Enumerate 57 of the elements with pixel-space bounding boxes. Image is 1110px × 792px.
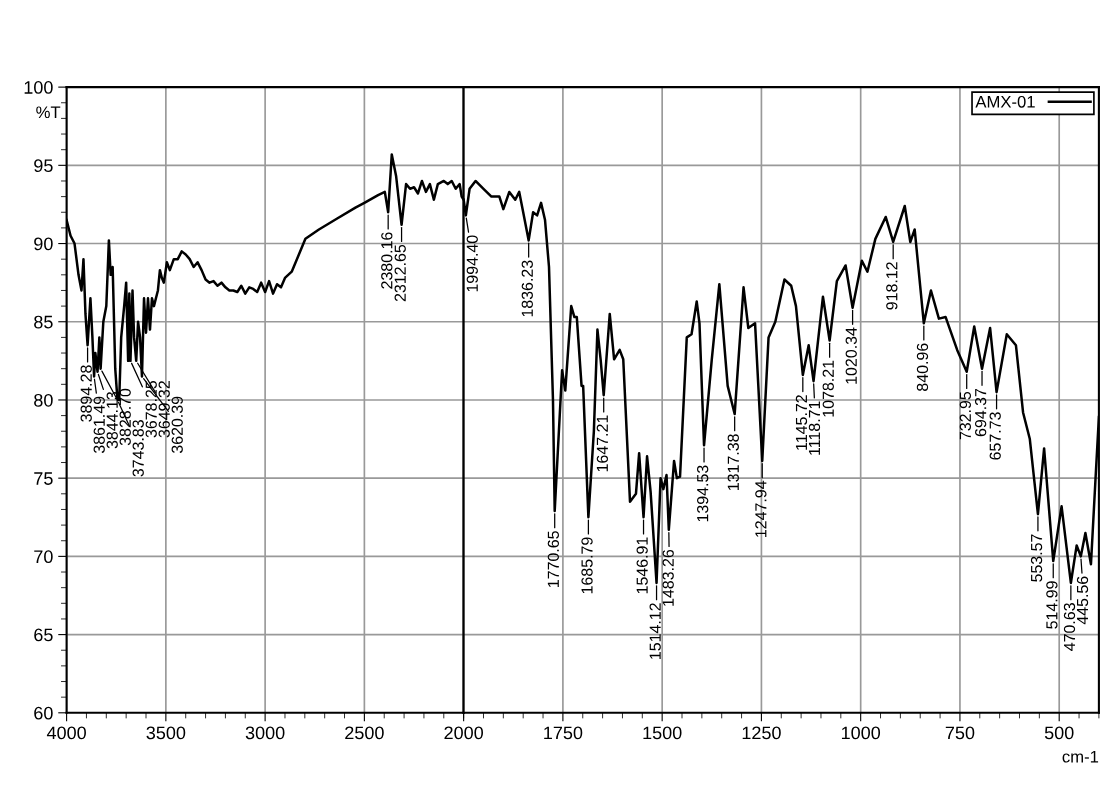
annotation: 553.57 [1030, 534, 1043, 582]
annotation: 1994.40 [466, 235, 478, 292]
annotation: 1145.72 [795, 395, 808, 450]
annotation: 1685.79 [581, 537, 593, 594]
x-tick-label: 500 [1044, 726, 1074, 740]
y-tick-label: 60 [34, 706, 53, 720]
annotation: 1483.26 [662, 549, 674, 606]
x-tick-label: 1500 [643, 726, 682, 740]
y-tick-label: 75 [34, 472, 53, 485]
x-tick-label: 1750 [544, 726, 583, 740]
annotation: 514.99 [1046, 581, 1058, 629]
annotation: 1836.23 [521, 260, 533, 317]
annotation: 1394.53 [697, 465, 709, 522]
x-tick-label: 4000 [46, 726, 86, 740]
x-tick-label: 1000 [841, 726, 881, 740]
annotation: 3861.49 [93, 396, 105, 454]
y-tick-label: 90 [34, 237, 53, 251]
annotation: 1647.21 [596, 415, 608, 472]
annotation: 1317.38 [727, 434, 739, 490]
x-axis-title: cm-1 [1062, 750, 1099, 763]
annotation: 918.12 [886, 262, 898, 310]
annotation: 732.95 [959, 391, 971, 440]
y-tick-label: 100 [24, 81, 53, 94]
annotation: 3620.39 [171, 396, 183, 454]
y-tick-label: 85 [34, 315, 53, 329]
annotation: 2380.16 [381, 232, 393, 289]
annotation: 3894.28 [80, 365, 92, 422]
y-tick-label: 65 [34, 628, 53, 642]
annotation: 3828.70 [119, 388, 131, 446]
annotation: 445.56 [1076, 576, 1089, 625]
y-tick-label: 80 [34, 393, 53, 407]
annotation: 3649.32 [158, 381, 170, 438]
annotation: 1770.65 [547, 531, 559, 587]
annotation: 657.73 [989, 412, 1001, 460]
y-tick-label: 95 [34, 159, 53, 173]
y-tick-label: 70 [34, 550, 53, 564]
y-axis-title: %T [36, 106, 61, 119]
annotation: 1514.12 [649, 603, 661, 659]
annotation: 3844.13 [106, 391, 118, 449]
annotation: 1078.21 [822, 360, 834, 417]
annotation: 694.37 [975, 388, 987, 437]
annotation: 1118.71 [808, 401, 821, 455]
annotation: 1020.34 [845, 327, 857, 384]
legend-label: AMX-01 [975, 95, 1035, 108]
x-tick-label: 1250 [742, 726, 781, 740]
annotation: 1546.91 [636, 537, 648, 594]
annotation: 840.96 [916, 343, 929, 391]
annotation: 3678.25 [145, 380, 157, 438]
x-tick-label: 750 [945, 726, 975, 740]
x-tick-label: 3500 [146, 726, 186, 740]
x-tick-label: 3000 [245, 726, 285, 740]
annotation: 3743.83 [132, 420, 144, 477]
x-tick-label: 2000 [444, 726, 484, 740]
x-tick-label: 2500 [345, 726, 384, 740]
annotation: 2312.65 [394, 244, 406, 302]
annotation: 470.63 [1063, 603, 1076, 651]
annotation: 1247.94 [755, 480, 767, 537]
